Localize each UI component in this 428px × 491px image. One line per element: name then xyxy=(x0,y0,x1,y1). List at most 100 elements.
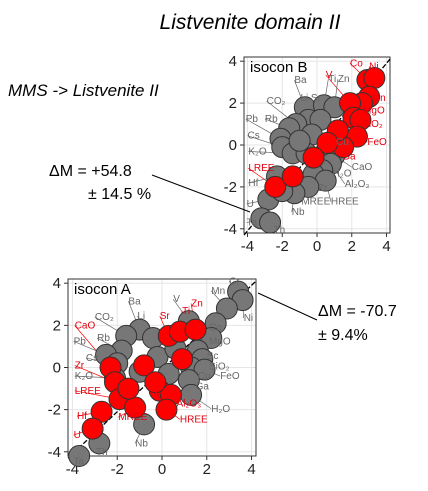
isocon-a-data-point xyxy=(133,354,156,377)
delta-m-annotation-b: ΔM = +54.8 ± 14.5 % xyxy=(49,163,251,213)
isocon-b-point-label: Sr xyxy=(311,93,322,104)
isocon-b-point-label: Ba xyxy=(294,75,307,86)
isocon-a-data-point xyxy=(68,445,91,467)
isocon-a-point-label: Pb xyxy=(74,336,87,347)
isocon-b-x-tick-label: 4 xyxy=(382,238,390,255)
isocon-b-point-label: Pb xyxy=(246,114,259,125)
isocon-b-x-tick-label: 0 xyxy=(313,238,321,255)
annotation-b-line1: ΔM = +54.8 xyxy=(49,163,132,180)
isocon-a-point-label: MgO xyxy=(209,336,231,347)
isocon-a-point-label: Ga xyxy=(196,382,210,393)
isocon-a-panel-label: isocon A xyxy=(74,281,131,298)
annotation-a-leader xyxy=(257,292,318,321)
isocon-b-point-label: LREE xyxy=(248,163,274,174)
delta-m-annotation-a: ΔM = -70.7 ± 9.4% xyxy=(257,292,397,344)
figure-subtitle: MMS -> Listvenite II xyxy=(8,81,159,100)
isocon-b-data-point xyxy=(288,129,311,152)
isocon-b-point-label: Zn xyxy=(338,74,350,85)
isocon-a-point-label: LREE xyxy=(75,386,101,397)
isocon-a-data-point xyxy=(171,348,194,371)
isocon-b-point-label: Zr xyxy=(318,183,328,194)
isocon-a-point-label: Rb xyxy=(97,333,110,344)
isocon-b-point-label: MREE xyxy=(301,197,330,208)
isocon-b-point-label: Sc xyxy=(351,121,363,132)
isocon-a-point-label: Li xyxy=(137,311,145,322)
isocon-a-point-label: SiO₂ xyxy=(209,362,230,373)
isocon-b-data-point xyxy=(259,211,282,234)
isocon-a-point-label: Mn xyxy=(211,286,225,297)
isocon-a-point-label: H₂O xyxy=(211,404,230,415)
isocon-a-x-tick-label: 4 xyxy=(247,461,255,478)
isocon-a-point-label: MREE xyxy=(118,412,147,423)
isocon-a-point-label: Al₂O₃ xyxy=(177,398,202,409)
isocon-a-data-point xyxy=(184,318,207,341)
isocon-a-y-tick-label: -2 xyxy=(48,402,61,419)
annotation-b-line2: ± 14.5 % xyxy=(88,186,151,203)
isocon-b-point-label: Th xyxy=(274,225,286,236)
isocon-b-point-label: Ni xyxy=(369,62,378,73)
isocon-b-data-point xyxy=(302,146,325,169)
isocon-a-point-label: Ni xyxy=(244,313,253,324)
isocon-b-point-label: Ti xyxy=(328,74,336,85)
isocon-b-point-label: Nb xyxy=(292,207,305,218)
isocon-a-point-label: Zn xyxy=(191,298,203,309)
isocon-a-point-label: Nb xyxy=(135,439,148,450)
isocon-b-point-label: Co xyxy=(350,58,363,69)
isocon-a-point-label: K₂O xyxy=(75,371,94,382)
isocon-b-point-label: Mn xyxy=(372,93,386,104)
isocon-a-y-tick-label: 0 xyxy=(53,360,61,377)
isocon-b-point-label: SiO₂ xyxy=(362,119,383,130)
figure-title: Listvenite domain II xyxy=(160,11,341,34)
isocon-b-point-label: V xyxy=(326,70,333,81)
isocon-a-x-tick-label: 0 xyxy=(158,461,166,478)
isocon-b-point-label: MgO xyxy=(363,106,385,117)
isocon-a-point-label: Hf xyxy=(77,411,87,422)
isocon-a-point-label: V xyxy=(173,294,180,305)
isocon-b-point-label: U xyxy=(247,199,254,210)
isocon-a-x-tick-label: 2 xyxy=(203,461,211,478)
isocon-a-point-label: Ti xyxy=(182,306,190,317)
isocon-a-point-label: CaO xyxy=(75,321,96,332)
isocon-a-point-label: Zr xyxy=(75,361,85,372)
isocon-a-point-label: CO₂ xyxy=(95,312,114,323)
isocon-a-point-label: Th xyxy=(96,447,108,458)
isocon-a-data-point xyxy=(193,358,216,381)
isocon-a-data-point xyxy=(81,417,104,440)
isocon-b-point-label: Al₂O₃ xyxy=(345,179,370,190)
isocon-b-y-tick-label: 0 xyxy=(229,137,237,154)
isocon-b-point-label: HREE xyxy=(331,197,359,208)
isocon-b-point-label: CaO xyxy=(352,162,373,173)
isocon-b-point-label: FeO xyxy=(367,137,387,148)
isocon-a-plot-frame xyxy=(67,278,257,457)
isocon-a-point-label: Cr xyxy=(229,276,240,287)
isocon-b-point-label: Rb xyxy=(265,114,278,125)
isocon-b-point-label: K₂O xyxy=(248,146,267,157)
isocon-b-point-label: Hf xyxy=(248,178,258,189)
isocon-b-y-tick-label: -4 xyxy=(224,221,237,238)
annotation-a-line1: ΔM = -70.7 xyxy=(318,303,397,320)
isocon-b-x-tick-label: 2 xyxy=(348,238,356,255)
isocon-b-point-label: Ta xyxy=(247,218,258,229)
isocon-a-data-point xyxy=(144,371,167,394)
isocon-a-point-label: Cu xyxy=(198,371,211,382)
isocon-a-point-label: Y xyxy=(155,391,162,402)
isocon-a-point-label: Ta xyxy=(74,456,85,467)
isocon-a-point-label: Ba xyxy=(128,296,141,307)
isocon-b-y-tick-label: 2 xyxy=(229,95,237,112)
isocon-b-point-label: H₂O xyxy=(333,168,352,179)
isocon-b-y-tick-label: 4 xyxy=(229,53,237,70)
isocon-a-x-tick-label: -2 xyxy=(111,461,124,478)
isocon-b-panel-label: isocon B xyxy=(250,59,308,76)
isocon-b-x-tick-label: -2 xyxy=(276,238,289,255)
isocon-a-point-label: HREE xyxy=(180,414,208,425)
isocon-a-data-point xyxy=(155,398,178,421)
isocon-b-panel: -4 -2 0 2 4 -4 -2 0 2 4 isocon B Co Ni Mn MgO V Sc SiO₂ Fe… xyxy=(224,53,391,255)
isocon-a-point-label: Cs xyxy=(86,353,98,364)
isocon-a-y-tick-label: 4 xyxy=(53,275,61,292)
isocon-b-data-point xyxy=(264,175,287,198)
isocon-a-point-label: U xyxy=(74,430,81,441)
isocon-a-y-tick-label: 2 xyxy=(53,317,61,334)
isocon-b-point-label: CO₂ xyxy=(267,96,286,107)
